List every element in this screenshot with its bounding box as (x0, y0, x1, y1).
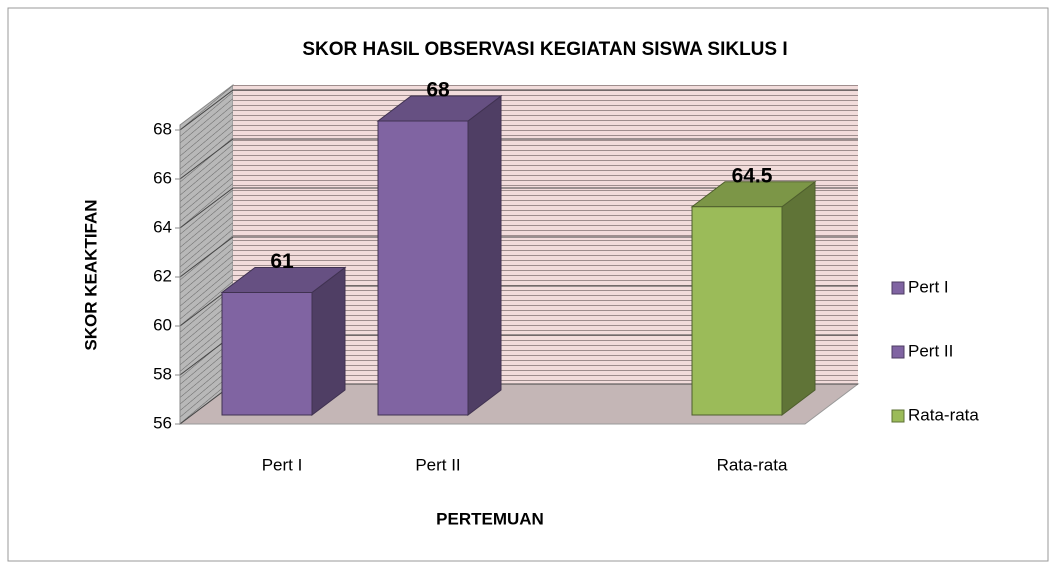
data-label: 68 (426, 79, 450, 102)
y-tick-label: 60 (153, 315, 172, 334)
y-tick-label: 62 (153, 266, 172, 285)
bar-side (781, 180, 816, 417)
grid-line (179, 89, 234, 131)
legend-swatch (891, 345, 905, 359)
bar (377, 120, 469, 416)
legend-label: Rata-rata (908, 405, 979, 424)
grid-line (179, 236, 234, 278)
chart-title: SKOR HASIL OBSERVASI KEGIATAN SISWA SIKL… (302, 39, 787, 60)
bar-side (467, 94, 502, 417)
y-tick-label: 64 (153, 217, 172, 236)
legend-swatch (891, 281, 905, 295)
legend-label: Pert I (908, 277, 949, 296)
x-tick-label: Pert II (415, 455, 460, 474)
x-tick-label: Rata-rata (717, 455, 788, 474)
y-tick-label: 66 (153, 168, 172, 187)
bar (691, 206, 783, 416)
y-tick-label: 58 (153, 364, 172, 383)
legend-label: Pert II (908, 341, 953, 360)
legend-swatch (891, 409, 905, 423)
x-axis-label: PERTEMUAN (436, 509, 544, 528)
bar (221, 292, 313, 416)
x-tick-label: Pert I (262, 455, 303, 474)
y-axis-label: SKOR KEAKTIFAN (81, 199, 100, 350)
y-tick-label: 68 (153, 119, 172, 138)
grid-line (179, 138, 234, 180)
bar-side (311, 266, 346, 417)
data-label: 61 (270, 250, 294, 273)
grid-line (179, 187, 234, 229)
y-tick-label: 56 (153, 413, 172, 432)
data-label: 64.5 (732, 164, 773, 187)
